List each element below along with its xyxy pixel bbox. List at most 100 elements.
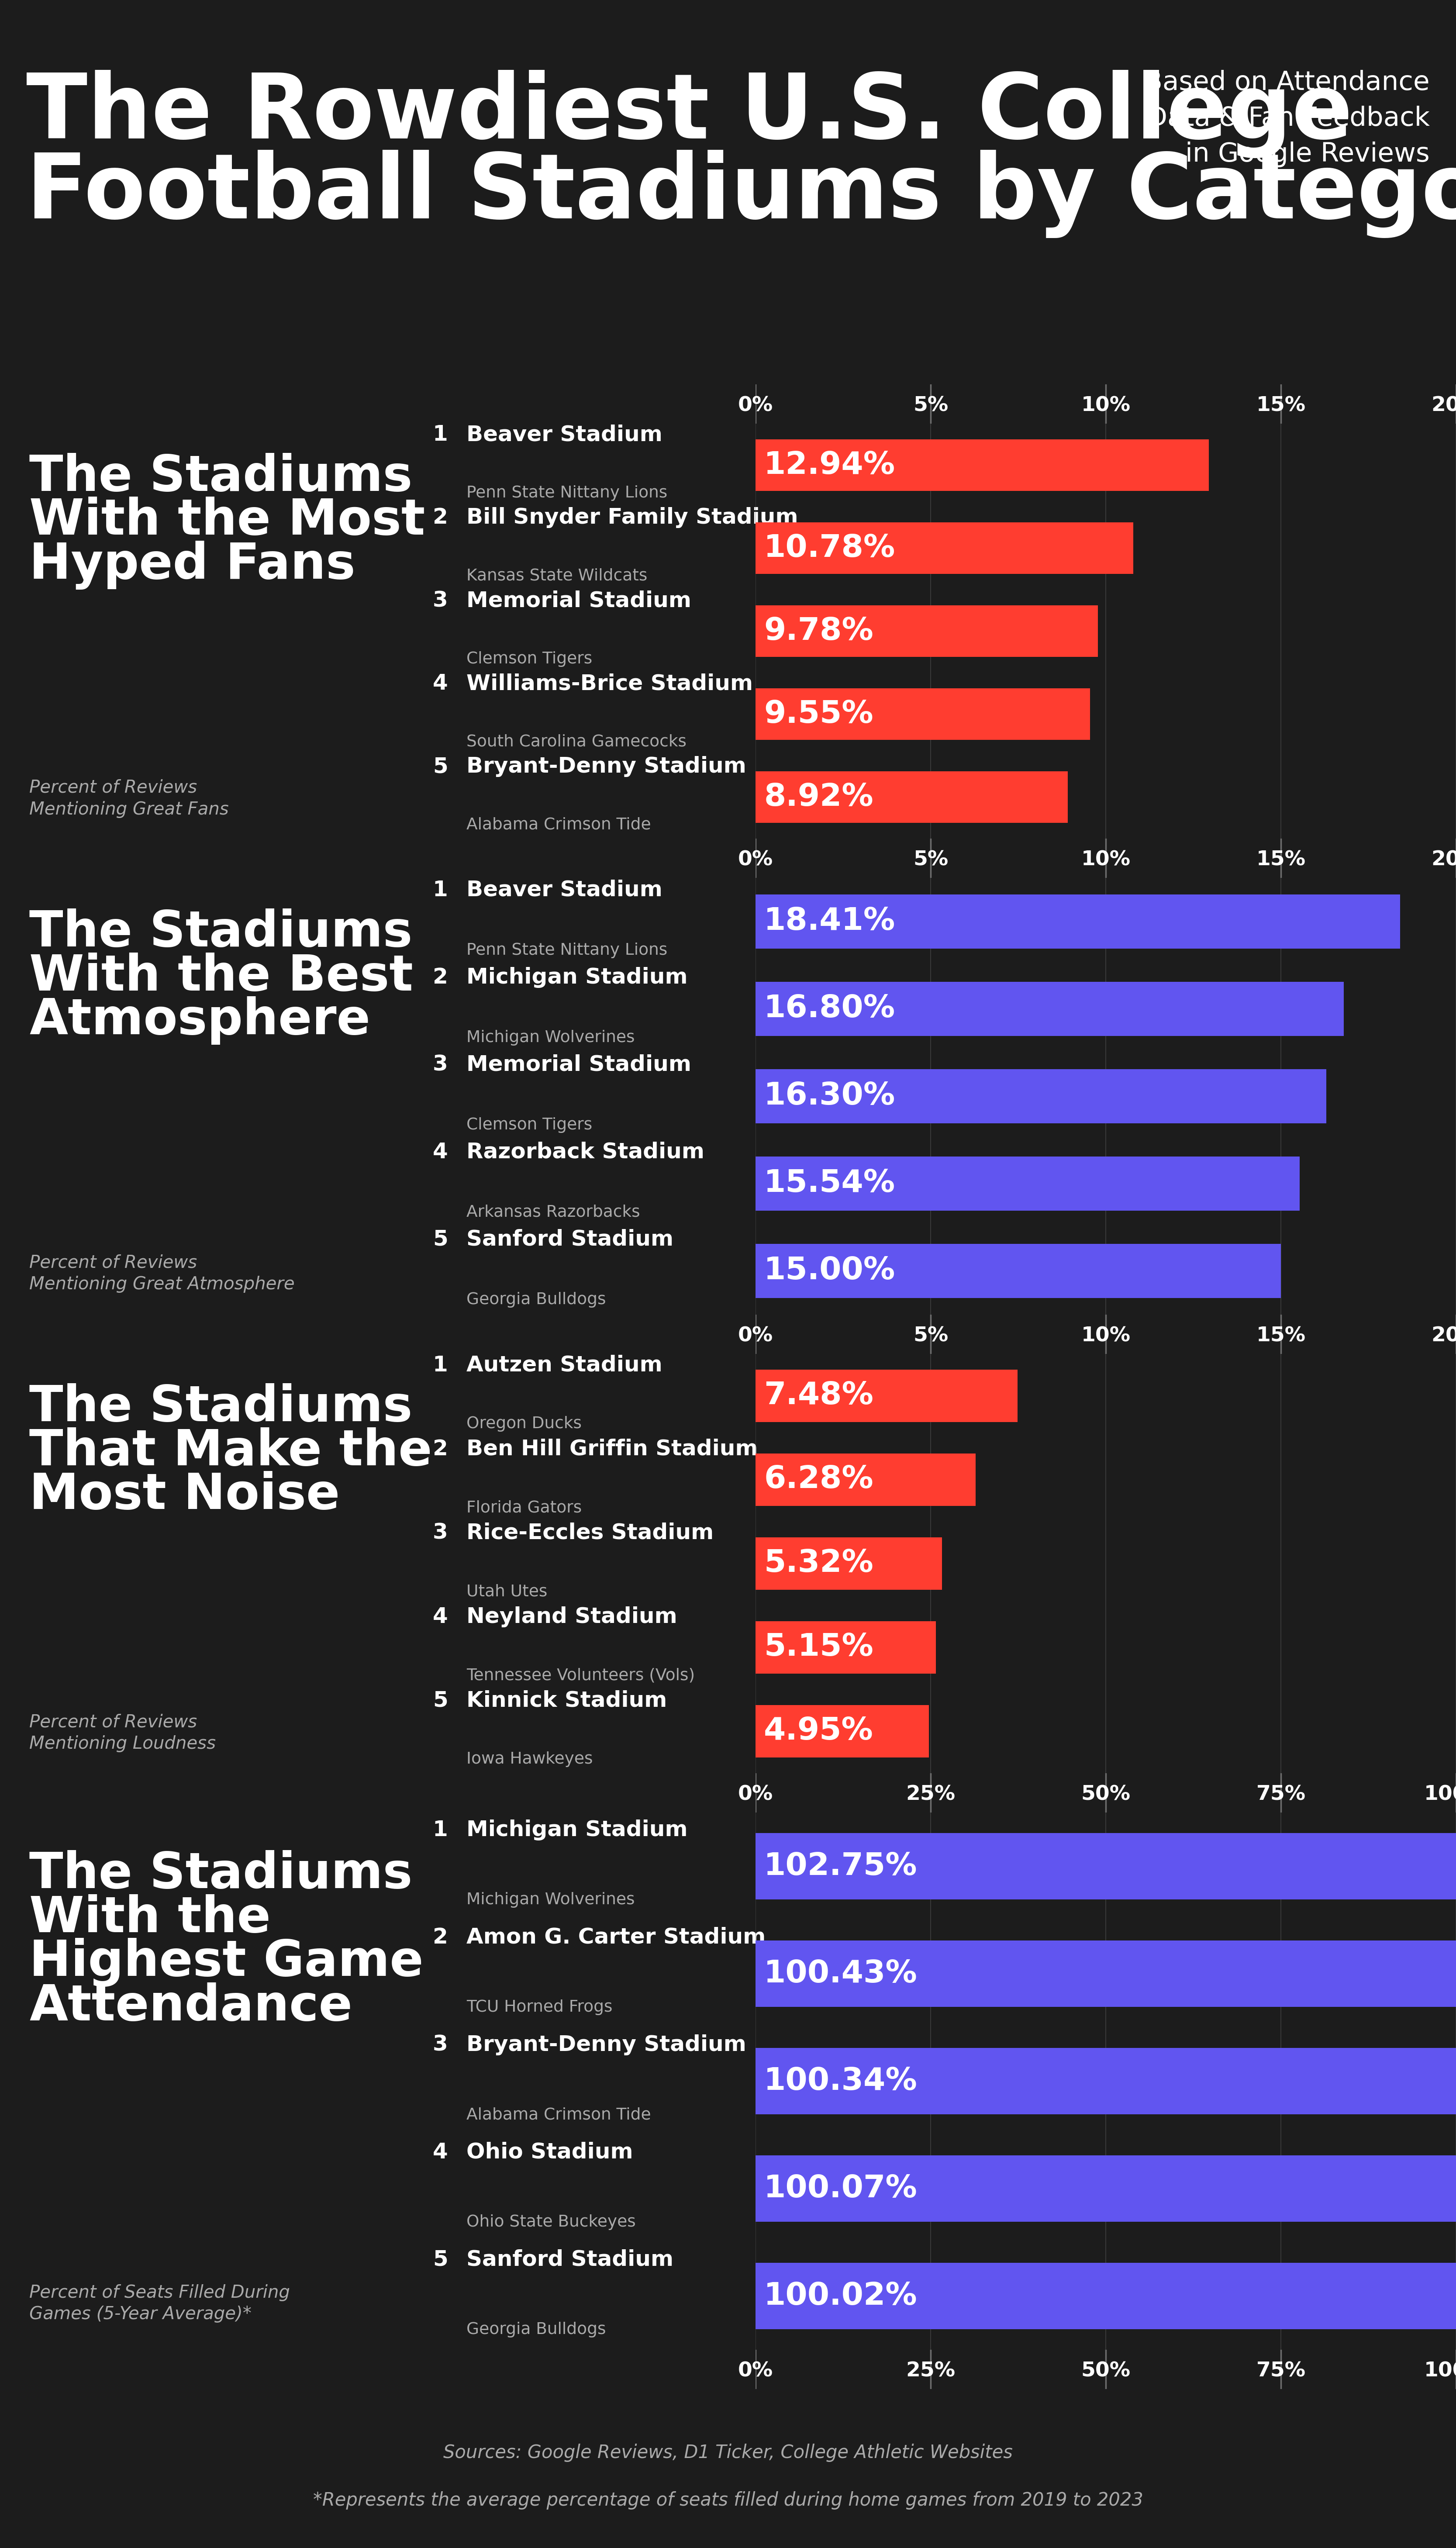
Text: 5: 5	[432, 2250, 448, 2270]
Text: *Represents the average percentage of seats filled during home games from 2019 t: *Represents the average percentage of se…	[313, 2492, 1143, 2510]
Text: Percent of Seats Filled During
Games (5-Year Average)*: Percent of Seats Filled During Games (5-…	[29, 2283, 290, 2324]
Text: 10.78%: 10.78%	[764, 533, 895, 563]
Text: Florida Gators: Florida Gators	[466, 1501, 582, 1516]
Text: Percent of Reviews
Mentioning Great Fans: Percent of Reviews Mentioning Great Fans	[29, 780, 229, 818]
Text: Beaver Stadium: Beaver Stadium	[466, 879, 662, 899]
Text: 16.30%: 16.30%	[764, 1080, 895, 1111]
Text: 3: 3	[432, 591, 448, 612]
Bar	[756, 1832, 1456, 1901]
Text: 2: 2	[432, 966, 448, 989]
Text: Percent of Reviews
Mentioning Great Atmosphere: Percent of Reviews Mentioning Great Atmo…	[29, 1254, 294, 1292]
Text: 0%: 0%	[738, 851, 773, 869]
Text: 100.34%: 100.34%	[764, 2066, 917, 2097]
Text: 5: 5	[432, 1228, 448, 1251]
Text: 9.78%: 9.78%	[764, 617, 874, 647]
Text: Ohio State Buckeyes: Ohio State Buckeyes	[466, 2214, 636, 2230]
Text: Bryant-Denny Stadium: Bryant-Denny Stadium	[466, 757, 747, 777]
Bar	[756, 1621, 936, 1674]
Text: 75%: 75%	[1257, 1784, 1306, 1804]
Text: 20%: 20%	[1431, 1325, 1456, 1345]
Text: Georgia Bulldogs: Georgia Bulldogs	[466, 1292, 606, 1307]
Text: 3: 3	[432, 1055, 448, 1075]
Text: Ohio Stadium: Ohio Stadium	[466, 2143, 633, 2163]
Text: 7.48%: 7.48%	[764, 1381, 874, 1412]
Text: 0%: 0%	[738, 1325, 773, 1345]
Text: 5.32%: 5.32%	[764, 1549, 874, 1580]
Bar	[756, 2263, 1456, 2329]
Text: Memorial Stadium: Memorial Stadium	[466, 591, 692, 612]
Text: 100.02%: 100.02%	[764, 2280, 917, 2311]
Text: 9.55%: 9.55%	[764, 698, 874, 729]
Text: Tennessee Volunteers (Vols): Tennessee Volunteers (Vols)	[466, 1666, 695, 1684]
Text: Autzen Stadium: Autzen Stadium	[466, 1356, 662, 1376]
Bar	[756, 772, 1067, 823]
Text: Michigan Stadium: Michigan Stadium	[466, 966, 687, 989]
Bar	[756, 688, 1091, 739]
Text: Michigan Stadium: Michigan Stadium	[466, 1819, 687, 1840]
Text: 4: 4	[432, 1605, 448, 1628]
Text: 75%: 75%	[1257, 2362, 1306, 2380]
Text: 15.54%: 15.54%	[764, 1170, 895, 1198]
Text: 5: 5	[432, 757, 448, 777]
Text: Ben Hill Griffin Stadium: Ben Hill Griffin Stadium	[466, 1440, 759, 1460]
Text: 4.95%: 4.95%	[764, 1717, 874, 1745]
Text: 4: 4	[432, 1142, 448, 1162]
Text: 100.07%: 100.07%	[764, 2173, 917, 2204]
Text: Williams-Brice Stadium: Williams-Brice Stadium	[466, 673, 753, 693]
Text: 3: 3	[432, 2033, 448, 2056]
Text: Utah Utes: Utah Utes	[466, 1585, 547, 1600]
Bar	[756, 1157, 1300, 1210]
Bar	[756, 1705, 929, 1758]
Text: Michigan Wolverines: Michigan Wolverines	[466, 1893, 635, 1908]
Text: The Stadiums
With the Most
Hyped Fans: The Stadiums With the Most Hyped Fans	[29, 454, 425, 589]
Text: Michigan Wolverines: Michigan Wolverines	[466, 1029, 635, 1045]
Text: 15.00%: 15.00%	[764, 1256, 895, 1287]
Text: 12.94%: 12.94%	[764, 451, 895, 479]
Bar	[756, 1371, 1018, 1422]
Text: Penn State Nittany Lions: Penn State Nittany Lions	[466, 484, 667, 502]
Text: The Stadiums
With the
Highest Game
Attendance: The Stadiums With the Highest Game Atten…	[29, 1850, 424, 2031]
Bar	[756, 606, 1098, 657]
Bar	[756, 1070, 1326, 1124]
Text: Alabama Crimson Tide: Alabama Crimson Tide	[466, 818, 651, 833]
Text: 15%: 15%	[1257, 851, 1306, 869]
Text: Sanford Stadium: Sanford Stadium	[466, 2250, 673, 2270]
Text: Clemson Tigers: Clemson Tigers	[466, 652, 593, 668]
Text: 8.92%: 8.92%	[764, 782, 874, 813]
Text: The Stadiums
That Make the
Most Noise: The Stadiums That Make the Most Noise	[29, 1384, 432, 1519]
Text: 100%: 100%	[1424, 2362, 1456, 2380]
Text: 2: 2	[432, 1926, 448, 1947]
Text: The Rowdiest U.S. College
Football Stadiums by Category: The Rowdiest U.S. College Football Stadi…	[26, 69, 1456, 237]
Text: 0%: 0%	[738, 395, 773, 415]
Text: 5.15%: 5.15%	[764, 1633, 874, 1661]
Text: 10%: 10%	[1080, 395, 1130, 415]
Bar	[756, 1243, 1281, 1297]
Text: 5: 5	[432, 1689, 448, 1712]
Text: 10%: 10%	[1080, 851, 1130, 869]
Text: 50%: 50%	[1080, 2362, 1130, 2380]
Text: 1: 1	[432, 426, 448, 446]
Text: Beaver Stadium: Beaver Stadium	[466, 426, 662, 446]
Text: 5%: 5%	[913, 1325, 948, 1345]
Text: Amon G. Carter Stadium: Amon G. Carter Stadium	[466, 1926, 766, 1947]
Text: Based on Attendance
Data & Fan Feedback
in Google Reviews: Based on Attendance Data & Fan Feedback …	[1144, 69, 1430, 168]
Bar	[756, 1536, 942, 1590]
Bar	[756, 2156, 1456, 2222]
Bar	[756, 522, 1133, 573]
Text: 10%: 10%	[1080, 1325, 1130, 1345]
Text: Kansas State Wildcats: Kansas State Wildcats	[466, 568, 648, 583]
Text: 4: 4	[432, 673, 448, 693]
Text: 1: 1	[432, 1356, 448, 1376]
Text: 50%: 50%	[1080, 1784, 1130, 1804]
Text: 15%: 15%	[1257, 1325, 1306, 1345]
Text: 0%: 0%	[738, 1784, 773, 1804]
Text: 100.43%: 100.43%	[764, 1959, 917, 1990]
Text: Sanford Stadium: Sanford Stadium	[466, 1228, 673, 1251]
Text: 20%: 20%	[1431, 851, 1456, 869]
Text: 18.41%: 18.41%	[764, 907, 895, 938]
Text: Memorial Stadium: Memorial Stadium	[466, 1055, 692, 1075]
Text: 6.28%: 6.28%	[764, 1465, 874, 1496]
Text: Neyland Stadium: Neyland Stadium	[466, 1605, 677, 1628]
Bar	[756, 981, 1344, 1037]
Text: 20%: 20%	[1431, 395, 1456, 415]
